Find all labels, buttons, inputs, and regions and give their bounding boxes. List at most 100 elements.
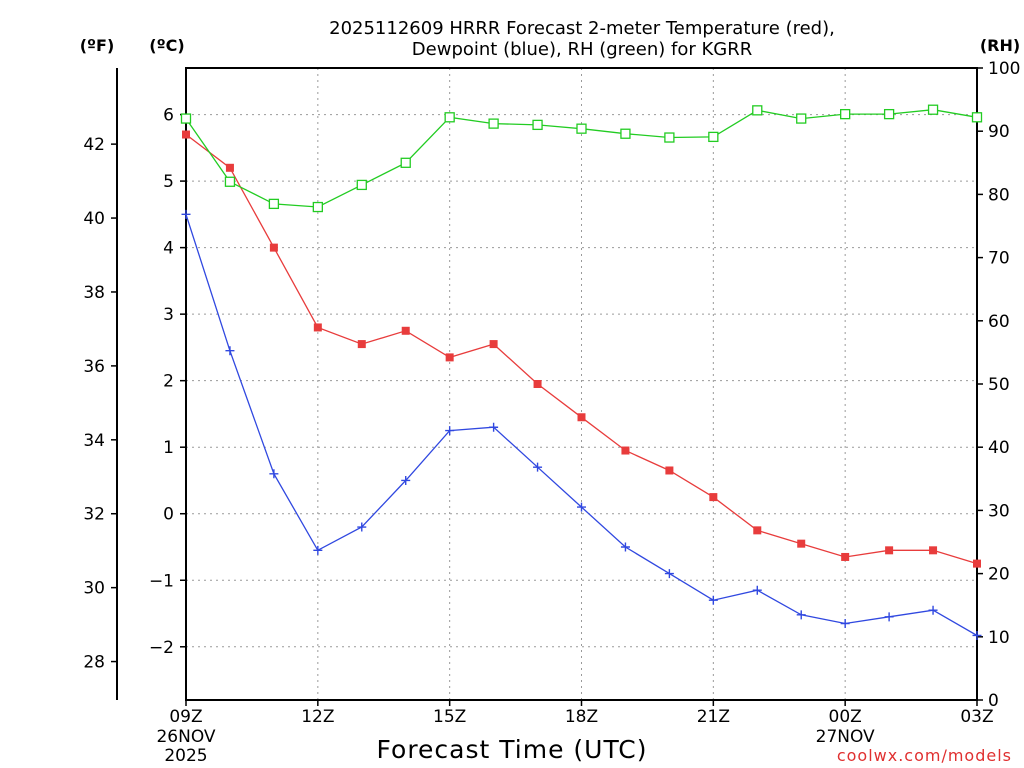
- rh-point: [356, 179, 367, 191]
- 2-meter-temperature-point: [929, 546, 938, 555]
- rh-tick-label: 60: [988, 312, 1010, 332]
- 2-meter-temperature-point: [621, 446, 630, 455]
- dewpoint-point: [796, 610, 806, 620]
- rh-tick-label: 90: [988, 122, 1010, 142]
- rh-point: [488, 118, 499, 129]
- x-tick-label: 21Z: [697, 707, 730, 727]
- rh-point: [312, 201, 323, 213]
- 2-meter-temperature-point: [489, 340, 498, 349]
- dewpoint-point: [225, 346, 235, 356]
- 2-meter-temperature-point: [225, 163, 234, 172]
- 2-meter-temperature-point: [797, 539, 806, 548]
- rh-tick-label: 50: [988, 375, 1010, 395]
- x-tick-label: 12Z: [301, 707, 334, 727]
- fahrenheit-tick-label: 36: [83, 357, 105, 377]
- fahrenheit-unit-label: (ºF): [80, 36, 115, 55]
- rh-point: [620, 128, 631, 139]
- dewpoint-point: [928, 605, 938, 615]
- celsius-tick-label: −1: [149, 571, 174, 591]
- rh-tick-label: 100: [988, 59, 1020, 79]
- fahrenheit-tick-label: 28: [83, 653, 105, 673]
- series: [180, 104, 983, 640]
- rh-point: [400, 157, 411, 168]
- credit-text: coolwx.com/models: [837, 746, 1012, 765]
- dewpoint-point: [664, 569, 674, 579]
- rh-tick-label: 30: [988, 501, 1010, 521]
- fahrenheit-tick-label: 34: [83, 431, 105, 451]
- rh-unit-label: (RH): [980, 36, 1020, 55]
- x-year-label: 2025: [164, 746, 207, 766]
- 2-meter-temperature-point: [182, 130, 190, 139]
- rh-point: [532, 119, 543, 131]
- chart-title-line-2: Dewpoint (blue), RH (green) for KGRR: [412, 39, 752, 60]
- celsius-tick-label: −2: [149, 638, 174, 658]
- rh-tick-label: 40: [988, 438, 1010, 458]
- celsius-tick-label: 5: [163, 172, 174, 192]
- dewpoint-point: [357, 522, 367, 532]
- celsius-tick-label: 1: [163, 438, 174, 458]
- 2-meter-temperature-line: [185, 133, 978, 565]
- rh-point: [883, 108, 895, 120]
- 2-meter-temperature-point: [577, 413, 586, 422]
- rh-point: [268, 198, 280, 210]
- fahrenheit-tick-label: 42: [83, 135, 105, 155]
- x-tick-label: 03Z: [960, 707, 993, 727]
- celsius-tick-label: 3: [163, 305, 174, 325]
- 2-meter-temperature-point: [841, 552, 850, 561]
- dewpoint-point: [269, 469, 279, 479]
- celsius-tick-label: 6: [163, 106, 174, 126]
- dewpoint-point: [401, 475, 411, 485]
- x-date-label: 27NOV: [816, 727, 875, 747]
- dewpoint-point: [577, 502, 586, 512]
- rh-point: [180, 113, 192, 124]
- rh-tick-label: 10: [988, 628, 1010, 648]
- rh-point: [224, 176, 236, 187]
- dewpoint-point: [181, 209, 191, 219]
- dewpoint-point: [708, 595, 718, 605]
- dewpoint-point: [533, 462, 543, 472]
- rh-tick-label: 80: [988, 185, 1010, 205]
- 2-meter-temperature-point: [269, 243, 278, 252]
- rh-point: [752, 105, 763, 116]
- rh-point: [840, 108, 851, 120]
- rh-point: [444, 112, 455, 123]
- celsius-tick-label: 4: [163, 239, 174, 259]
- dewpoint-point: [972, 630, 982, 640]
- 2-meter-temperature-point: [973, 559, 981, 568]
- 2-meter-temperature-point: [753, 526, 762, 535]
- celsius-unit-label: (ºC): [149, 36, 184, 55]
- celsius-tick-label: 0: [163, 505, 174, 525]
- rh-tick-label: 0: [988, 691, 999, 711]
- dewpoint-point: [313, 545, 323, 555]
- grid-lines: [186, 68, 977, 700]
- rh-point: [664, 132, 675, 143]
- 2-meter-temperature-point: [313, 323, 322, 332]
- x-axis-label: Forecast Time (UTC): [377, 735, 648, 764]
- x-tick-label: 00Z: [829, 707, 862, 727]
- dewpoint-point: [752, 585, 762, 595]
- x-tick-label: 18Z: [565, 707, 598, 727]
- dewpoint-point: [884, 612, 894, 622]
- rh-point: [576, 123, 587, 134]
- 2-meter-temperature-point: [665, 466, 674, 475]
- chart-title-line-1: 2025112609 HRRR Forecast 2-meter Tempera…: [329, 18, 835, 39]
- 2-meter-temperature-point: [709, 493, 718, 502]
- dewpoint-point: [840, 618, 850, 628]
- rh-tick-label: 20: [988, 565, 1010, 585]
- plot-frame: [185, 67, 978, 701]
- x-date-label: 26NOV: [156, 727, 215, 747]
- 2-meter-temperature-point: [885, 546, 894, 555]
- 2-meter-temperature-point: [445, 353, 454, 362]
- plot-border: [185, 67, 978, 701]
- 2-meter-temperature-point: [533, 380, 542, 388]
- 2-meter-temperature-point: [357, 340, 366, 349]
- dewpoint-point: [445, 426, 455, 436]
- fahrenheit-tick-label: 32: [83, 505, 105, 525]
- fahrenheit-tick-label: 38: [83, 283, 105, 303]
- rh-point: [708, 131, 719, 143]
- rh-point: [796, 113, 807, 124]
- fahrenheit-tick-label: 40: [83, 209, 105, 229]
- x-tick-label: 15Z: [433, 707, 466, 727]
- rh-point: [971, 112, 983, 123]
